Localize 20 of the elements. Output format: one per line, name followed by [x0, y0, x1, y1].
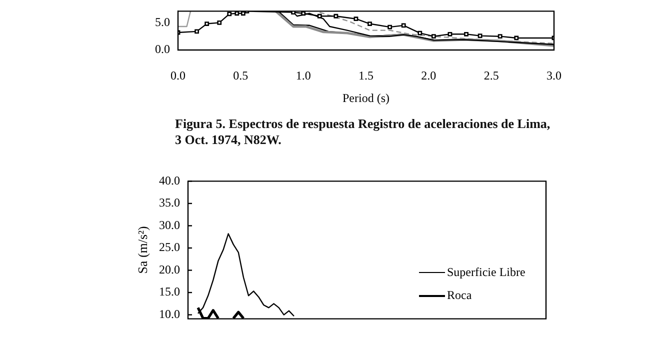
x-tick-label: 3.0 [546, 68, 562, 82]
x-tick-label: 1.5 [358, 68, 374, 82]
y-tick-label: 35.0 [159, 196, 180, 210]
y-tick-label: 15.0 [159, 284, 180, 299]
x-tick-label: 1.0 [296, 68, 311, 82]
y-tick-label: 5.0 [155, 14, 170, 29]
y-tick-label: 0.0 [155, 42, 170, 56]
x-tick-label: 0.5 [233, 68, 248, 82]
y-tick-label: 10.0 [159, 306, 180, 321]
y-tick-label: 20.0 [159, 262, 180, 276]
text: Figura 5. Espectros de respuesta Registro de aceleraciones de Lima, 3 Oct. 1974, N82W. [175, 116, 552, 148]
x-tick-label: 2.0 [421, 68, 436, 82]
y-axis-title: Sa (m/s²) [135, 226, 150, 274]
x-tick-label: 2.5 [484, 68, 499, 82]
legend-label: Superficie Libre [447, 265, 526, 280]
x-axis-title: Period (s) [342, 90, 390, 105]
y-tick-label: 40.0 [159, 173, 180, 188]
y-tick-label: 30.0 [159, 218, 180, 232]
legend-label: Roca [447, 288, 472, 303]
y-tick-label: 25.0 [159, 240, 180, 254]
